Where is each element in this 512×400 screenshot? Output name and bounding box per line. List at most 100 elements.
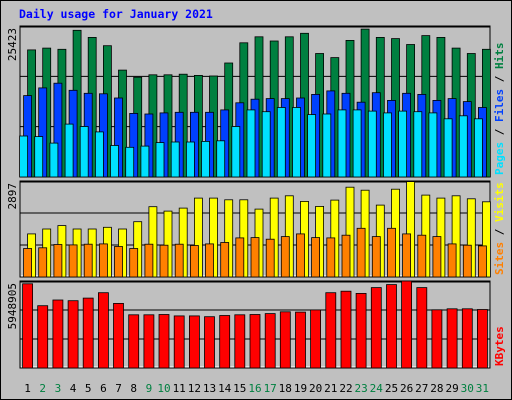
bar-sites-day-5 [83, 243, 93, 278]
bar-sites-day-14 [220, 242, 230, 278]
bar-kbytes-day-4 [67, 300, 79, 369]
legend-part: Files [493, 89, 506, 122]
x-tick-label-12: 12 [188, 382, 201, 395]
bar-kbytes-day-13 [204, 316, 215, 369]
bar-pages-day-9 [140, 145, 150, 178]
bar-sites-day-23 [356, 227, 366, 278]
x-tick-label-1: 1 [24, 382, 31, 395]
bar-pages-day-28 [428, 112, 438, 178]
x-tick-label-24: 24 [370, 382, 384, 395]
bar-kbytes-day-26 [401, 280, 413, 369]
bar-kbytes-day-24 [370, 287, 382, 369]
x-tick-label-22: 22 [339, 382, 352, 395]
x-tick-label-25: 25 [385, 382, 398, 395]
x-tick-label-11: 11 [173, 382, 186, 395]
legend-part: / [493, 222, 506, 242]
bar-pages-day-3 [49, 142, 59, 178]
bar-kbytes-day-18 [279, 311, 291, 369]
bar-pages-day-27 [413, 111, 423, 178]
bar-pages-day-29 [443, 118, 453, 178]
bar-pages-day-13 [201, 140, 210, 178]
bar-kbytes-day-11 [173, 315, 185, 369]
legend-part: Pages [493, 142, 506, 175]
legend-part: / [493, 69, 506, 89]
x-tick-label-27: 27 [415, 382, 428, 395]
bar-sites-day-25 [387, 227, 396, 278]
bar-kbytes-day-6 [98, 292, 109, 369]
bar-kbytes-day-10 [158, 314, 170, 369]
bar-sites-day-19 [296, 233, 305, 278]
bar-sites-day-8 [129, 248, 139, 278]
x-tick-label-4: 4 [70, 382, 77, 395]
bar-sites-day-30 [462, 244, 472, 278]
x-tick-label-23: 23 [354, 382, 367, 395]
bar-kbytes-day-3 [52, 299, 64, 369]
bar-sites-day-16 [250, 237, 260, 278]
bar-kbytes-day-20 [310, 309, 322, 369]
bar-kbytes-day-7 [113, 302, 124, 369]
x-tick-label-29: 29 [445, 382, 458, 395]
bar-pages-day-17 [261, 111, 271, 178]
bar-pages-day-15 [231, 126, 241, 178]
hits-files-pages-y-max-label: 25423 [6, 28, 19, 61]
bar-kbytes-day-17 [264, 313, 276, 369]
x-tick-label-16: 16 [248, 382, 261, 395]
bar-pages-day-20 [307, 114, 317, 178]
legend-part: Visits [493, 182, 506, 222]
x-tick-label-14: 14 [218, 382, 232, 395]
bar-pages-day-19 [292, 107, 301, 178]
bar-kbytes-day-8 [128, 314, 140, 369]
x-tick-label-2: 2 [39, 382, 46, 395]
bar-pages-day-16 [246, 109, 256, 178]
bar-sites-day-15 [235, 237, 245, 278]
bar-pages-day-24 [367, 110, 377, 178]
bar-kbytes-day-29 [446, 308, 458, 369]
bar-kbytes-day-31 [476, 309, 488, 369]
bar-kbytes-day-2 [37, 305, 49, 369]
bar-pages-day-21 [322, 113, 332, 178]
bar-sites-day-18 [280, 236, 290, 278]
bar-pages-day-5 [79, 126, 89, 178]
bar-pages-day-11 [170, 141, 180, 178]
bar-sites-day-20 [311, 237, 321, 278]
x-tick-label-31: 31 [476, 382, 489, 395]
bar-kbytes-day-30 [461, 308, 473, 369]
bar-kbytes-day-5 [82, 297, 94, 369]
bar-sites-day-11 [174, 243, 184, 278]
x-tick-label-5: 5 [85, 382, 92, 395]
bar-kbytes-day-15 [234, 314, 246, 369]
x-tick-label-6: 6 [100, 382, 107, 395]
bar-sites-day-31 [477, 245, 487, 278]
x-tick-label-21: 21 [324, 382, 337, 395]
bar-sites-day-10 [159, 244, 169, 278]
legend-part: Hits [493, 43, 506, 70]
x-tick-label-13: 13 [203, 382, 216, 395]
bar-pages-day-7 [110, 145, 119, 178]
bar-pages-day-8 [125, 146, 135, 178]
bar-pages-day-6 [95, 131, 104, 178]
bar-sites-day-17 [265, 238, 275, 278]
x-tick-label-9: 9 [146, 382, 153, 395]
bar-sites-day-6 [99, 243, 108, 278]
legend-part: / [493, 122, 506, 142]
legend-kbytes: KBytes [493, 326, 506, 366]
legend-visits-sites: Sites / Visits [493, 182, 506, 275]
x-tick-label-19: 19 [294, 382, 307, 395]
bar-kbytes-day-23 [355, 292, 367, 369]
legend-part: Sites [493, 242, 506, 275]
x-tick-label-20: 20 [309, 382, 322, 395]
bar-kbytes-day-9 [143, 314, 155, 369]
bar-sites-day-12 [189, 245, 199, 278]
x-tick-label-7: 7 [115, 382, 122, 395]
bar-sites-day-4 [68, 244, 78, 278]
x-tick-label-18: 18 [279, 382, 292, 395]
bar-kbytes-day-22 [340, 290, 352, 369]
bar-kbytes-day-16 [249, 314, 261, 369]
bar-pages-day-25 [383, 112, 392, 178]
bar-kbytes-day-19 [295, 311, 306, 369]
bar-sites-day-3 [53, 244, 63, 278]
bar-sites-day-29 [447, 243, 457, 278]
bar-pages-day-1 [19, 135, 29, 178]
bar-pages-day-26 [398, 110, 408, 178]
bar-pages-day-30 [458, 115, 468, 178]
